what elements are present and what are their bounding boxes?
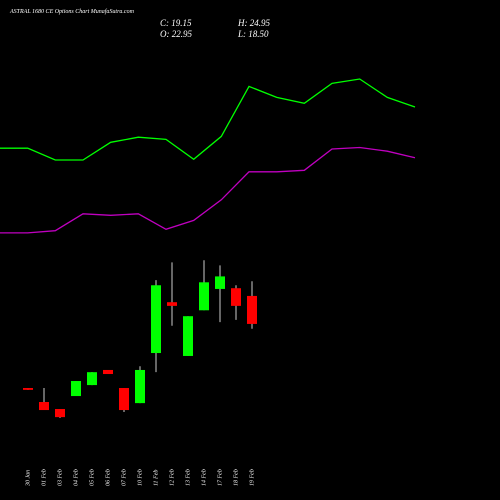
x-tick-label: 01 Feb xyxy=(41,469,47,486)
candle-body xyxy=(247,295,257,324)
x-tick-label: 06 Feb xyxy=(105,469,111,486)
x-tick-label: 17 Feb xyxy=(217,469,223,486)
candle-body xyxy=(135,369,145,404)
candle-body xyxy=(39,402,49,411)
x-tick-label: 05 Feb xyxy=(89,469,95,486)
x-tick-label: 12 Feb xyxy=(169,469,175,486)
close-label: C: 19.15 xyxy=(160,18,192,28)
low-label: L: 18.50 xyxy=(237,29,269,39)
high-label: H: 24.95 xyxy=(237,18,270,28)
x-tick-label: 19 Feb xyxy=(249,469,255,486)
candle-body xyxy=(55,409,65,418)
candle-body xyxy=(231,288,241,306)
x-tick-label: 30 Jan xyxy=(25,470,31,487)
x-tick-label: 13 Feb xyxy=(185,469,191,486)
candle-body xyxy=(71,381,81,397)
x-tick-label: 14 Feb xyxy=(200,469,207,486)
candle-body xyxy=(23,388,33,390)
x-tick-label: 10 Feb xyxy=(137,469,143,486)
x-tick-label: 07 Feb xyxy=(121,469,127,486)
x-tick-label: 04 Feb xyxy=(72,469,79,486)
candle-body xyxy=(167,302,177,306)
x-tick-label: 18 Feb xyxy=(233,469,239,486)
line-series xyxy=(0,78,416,161)
line-series xyxy=(0,146,416,234)
candle-body xyxy=(87,372,97,386)
x-tick-label: 11 Feb xyxy=(153,470,159,486)
x-tick-label: 03 Feb xyxy=(57,469,63,486)
chart-title: ASTRAL 1680 CE Options Chart MunafaSutra… xyxy=(9,8,135,15)
candle-body xyxy=(151,285,161,354)
open-label: O: 22.95 xyxy=(160,29,192,39)
candle-body xyxy=(103,369,113,375)
candle-body xyxy=(183,316,193,356)
candle-body xyxy=(119,388,129,411)
candle-body xyxy=(215,276,225,289)
candle-body xyxy=(199,282,209,311)
